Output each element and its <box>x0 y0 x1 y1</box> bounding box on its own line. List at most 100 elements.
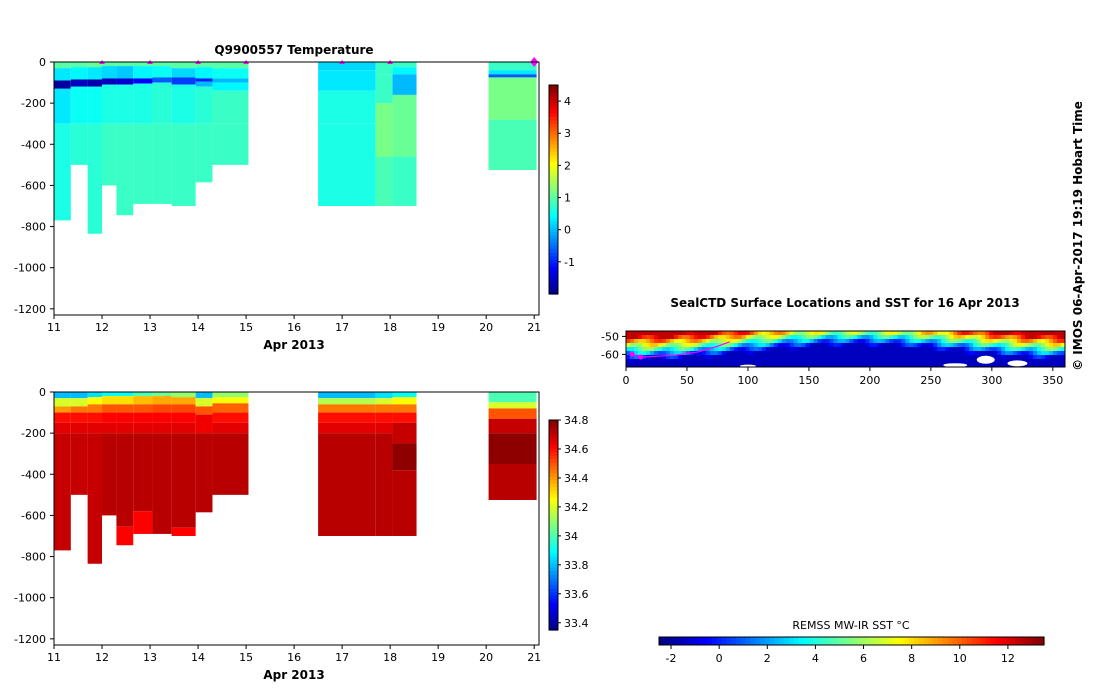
sst-cell <box>949 339 954 344</box>
profile-cell <box>212 123 249 165</box>
profile-cell <box>375 74 393 104</box>
profile-cell <box>133 62 153 67</box>
sst-cell <box>673 355 679 360</box>
sst-cell <box>849 335 854 340</box>
sst-cell <box>1005 331 1010 336</box>
sst-cell <box>801 331 807 336</box>
sst-cell <box>717 335 723 340</box>
sst-cell <box>1021 347 1026 352</box>
sst-cell <box>953 351 958 356</box>
x-tick-label: 12 <box>95 321 109 334</box>
sst-cell <box>681 355 687 360</box>
sst-cell <box>953 331 958 336</box>
colorbar-segment <box>549 112 558 117</box>
colorbar-segment <box>549 441 558 446</box>
colorbar-segment <box>549 95 558 100</box>
sst-cell <box>969 363 974 368</box>
sst-cell <box>985 331 990 336</box>
sst-cell <box>1049 343 1054 348</box>
colorbar-segment <box>549 486 558 491</box>
colorbar-tick-label: 34.8 <box>564 414 589 427</box>
colorbar-segment <box>549 504 558 509</box>
sst-cell <box>865 339 870 344</box>
sst-cell <box>626 355 631 360</box>
sst-map-panel: SealCTD Surface Locations and SST for 16… <box>601 296 1066 665</box>
sst-cell <box>841 347 846 352</box>
sst-cell <box>889 363 894 368</box>
sst-cell <box>937 359 942 364</box>
profile-cell <box>102 404 117 413</box>
profile-cell <box>133 83 153 124</box>
sst-cell <box>649 343 655 348</box>
sst-cell <box>837 343 843 348</box>
sst-cell <box>877 343 882 348</box>
sst-cell <box>925 359 930 364</box>
sst-cell <box>1057 331 1062 336</box>
sst-cell <box>885 331 890 336</box>
sst-cell <box>1053 343 1058 348</box>
profile-cell <box>375 392 393 399</box>
sst-cell <box>857 363 862 368</box>
sst-cell <box>1049 331 1054 336</box>
sst-cell <box>769 347 775 352</box>
y-tick-label: -800 <box>21 551 46 564</box>
sst-cell <box>777 343 783 348</box>
sst-cell <box>893 359 898 364</box>
sst-cell <box>777 347 783 352</box>
sst-colorbar-segment <box>1019 637 1026 645</box>
profile-cell <box>212 397 249 404</box>
x-tick-label: 15 <box>239 651 253 664</box>
sst-cell <box>941 331 946 336</box>
sst-colorbar-segment <box>803 637 809 645</box>
sst-cell <box>629 339 635 344</box>
colorbar-segment <box>549 455 558 460</box>
sst-cell <box>881 335 886 340</box>
sst-cell <box>801 343 807 348</box>
colorbar-segment <box>549 245 558 250</box>
profile-cell <box>392 67 417 75</box>
sst-colorbar-segment <box>798 637 804 645</box>
sst-cell <box>913 363 918 368</box>
sst-colorbar-tick-label: 10 <box>953 652 967 665</box>
sst-cell <box>673 363 679 368</box>
colorbar-segment <box>549 283 558 288</box>
sst-cell <box>669 355 675 360</box>
sst-cell <box>841 339 846 344</box>
profile-cell <box>318 433 376 536</box>
sst-colorbar-segment <box>745 637 752 645</box>
sst-cell <box>673 335 679 340</box>
colorbar-segment <box>549 427 558 432</box>
sst-cell <box>757 331 763 336</box>
sst-cell <box>869 339 874 344</box>
profile-cell <box>171 527 196 536</box>
sst-cell <box>693 363 699 368</box>
sst-cell <box>737 359 743 364</box>
sst-cell <box>713 331 719 336</box>
sst-cell <box>805 343 811 348</box>
profile-cell <box>116 78 134 85</box>
sst-cell <box>681 359 687 364</box>
colorbar-segment <box>549 224 558 229</box>
x-tick-label: 16 <box>287 651 301 664</box>
sst-cell <box>737 343 743 348</box>
sst-colorbar-segment <box>668 637 675 645</box>
y-tick-label: -400 <box>21 468 46 481</box>
profile-cell <box>133 78 153 84</box>
sst-cell <box>737 335 743 340</box>
sst-cell <box>665 343 671 348</box>
sst-cell <box>1049 351 1054 356</box>
salinity-section-panel: 11 12 13 14 15 16 17 18 19 20 21 0 -200 -400 -600 -800… <box>14 386 588 682</box>
sst-cell <box>905 347 910 352</box>
colorbar-segment <box>549 462 558 467</box>
sst-cell <box>969 331 974 336</box>
map-y-ticks: -50-60 <box>601 330 626 361</box>
profile-cell <box>70 392 88 399</box>
sst-cell <box>893 355 898 360</box>
sst-cell <box>817 359 823 364</box>
profile-cell <box>375 62 393 75</box>
sst-cell <box>733 339 739 344</box>
colorbar-segment <box>549 98 558 104</box>
sst-cell <box>1001 331 1006 336</box>
sst-cell <box>1017 347 1022 352</box>
colorbar-segment <box>549 420 558 425</box>
